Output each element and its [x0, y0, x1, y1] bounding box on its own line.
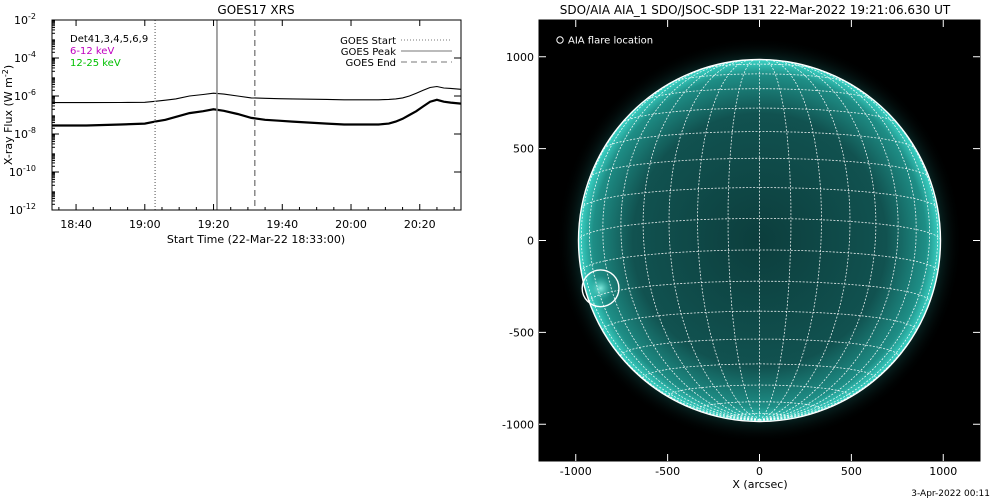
goes-series-0-line — [52, 85, 461, 104]
aia-grid-longitude-line — [759, 61, 899, 421]
goes-x-tick-label-3: 19:40 — [266, 218, 298, 231]
goes-x-axis-label: Start Time (22-Mar-22 18:33:00) — [167, 233, 345, 246]
aia-grid-latitude-line — [671, 73, 848, 83]
goes-x-tick-label-2: 19:20 — [198, 218, 230, 231]
goes-legend-end: GOES End — [346, 58, 396, 69]
goes-title: GOES17 XRS — [217, 3, 294, 17]
goes-legend-start: GOES Start — [340, 36, 396, 47]
footer-timestamp: 3-Apr-2022 00:11 — [911, 489, 990, 499]
aia-grid-longitude-line — [620, 61, 760, 421]
goes-y-tick-label-4: 10-4 — [14, 50, 36, 65]
aia-y-tick-label-3: 500 — [513, 143, 534, 156]
aia-y-tick-label-0: -1000 — [502, 418, 534, 431]
aia-panel: SDO/AIA AIA_1 SDO/JSOC-SDP 131 22-Mar-20… — [502, 3, 981, 491]
aia-legend-label: AIA flare location — [568, 36, 653, 47]
goes-y-tick-exp-3: -6 — [28, 88, 36, 97]
goes-y-tick-base-1: 10 — [9, 166, 23, 179]
aia-x-tick-label-2: 0 — [756, 465, 763, 478]
aia-y-axis: -1000 -500 0 500 1000 — [502, 51, 980, 431]
goes-x-tick-label-4: 20:00 — [335, 218, 367, 231]
goes-event-lines — [154, 20, 256, 210]
aia-grid-longitude-line — [697, 59, 760, 421]
goes-series-layer — [52, 85, 461, 127]
goes-y-tick-base-5: 10 — [14, 14, 28, 27]
aia-grid-longitude-line — [759, 59, 851, 421]
aia-grid-latitude-line — [589, 157, 930, 178]
aia-legend-circle-icon — [556, 36, 564, 44]
goes-y-axis-label-main: X-ray Flux (W m — [2, 77, 15, 165]
aia-x-tick-label-4: 1000 — [929, 465, 957, 478]
goes-y-tick-base-3: 10 — [14, 90, 28, 103]
aia-grid-longitude-line — [668, 59, 760, 421]
aia-grid-longitude-line — [759, 59, 792, 421]
aia-image-layer — [556, 37, 963, 444]
aia-grid-longitude-line — [759, 59, 822, 421]
aia-y-tick-label-4: 1000 — [506, 51, 534, 64]
goes-y-tick-base-4: 10 — [14, 52, 28, 65]
aia-grid-longitude-line — [727, 59, 760, 421]
goes-legend-peak: GOES Peak — [341, 47, 396, 58]
goes-y-tick-exp-5: -2 — [28, 12, 36, 21]
aia-grid-longitude-line — [759, 92, 939, 421]
aia-x-tick-label-0: -1000 — [560, 465, 592, 478]
goes-y-tick-label-5: 10-2 — [14, 12, 36, 27]
aia-grid-latitude-line — [621, 107, 898, 124]
goes-y-tick-label-1: 10-10 — [9, 164, 36, 179]
aia-active-region-glow — [587, 275, 614, 301]
aia-x-axis-label: X (arcsec) — [732, 478, 787, 491]
aia-grid-longitude-line — [759, 63, 917, 421]
aia-legend: AIA flare location — [556, 36, 653, 47]
goes-event-legend: GOES Start GOES Peak GOES End — [340, 36, 452, 69]
goes-detector-label: Det41,3,4,5,6,9 — [70, 34, 148, 45]
aia-grid-latitude-line — [642, 363, 877, 379]
aia-solar-limb — [577, 58, 942, 423]
goes-x-tick-label-1: 19:00 — [129, 218, 161, 231]
goes-y-tick-label-3: 10-6 — [14, 88, 36, 103]
goes-legend-series-1: 12-25 keV — [70, 58, 121, 69]
aia-flare-location-marker — [581, 269, 620, 308]
aia-x-axis: -1000 -500 0 500 1000 — [560, 20, 957, 478]
aia-grid-longitude-line — [759, 60, 877, 421]
goes-y-tick-exp-1: -10 — [23, 164, 36, 173]
goes-y-tick-exp-0: -12 — [23, 202, 36, 211]
goes-y-axis-label-sup: -2 — [1, 69, 10, 77]
goes-y-axis-label-close: ) — [2, 65, 15, 69]
aia-grid-latitude-line — [644, 88, 875, 101]
aia-grid-longitude-line — [580, 92, 760, 421]
goes-plot-frame — [51, 19, 462, 211]
goes-x-tick-label-0: 18:40 — [60, 218, 92, 231]
goes-series-1-line — [52, 98, 461, 127]
goes-y-tick-label-0: 10-12 — [9, 202, 36, 217]
aia-y-tick-label-1: -500 — [509, 326, 534, 339]
goes-x-axis: 18:40 19:00 19:20 19:40 20:00 20:20 — [58, 20, 455, 231]
aia-grid-longitude-line — [642, 60, 760, 421]
aia-y-tick-label-2: 0 — [527, 235, 534, 248]
aia-x-tick-label-1: -500 — [655, 465, 680, 478]
goes-y-axis-label: X-ray Flux (W m-2) — [1, 65, 15, 165]
aia-grid-latitude-line — [727, 413, 792, 418]
goes-y-tick-label-2: 10-8 — [14, 126, 36, 141]
goes-x-tick-label-5: 20:20 — [404, 218, 436, 231]
aia-grid-longitude-line — [602, 63, 760, 421]
goes-y-tick-base-0: 10 — [9, 204, 23, 217]
aia-grid-latitude-line — [581, 187, 938, 209]
goes-panel: GOES17 XRS 18:40 19:00 19:20 19:40 20:00 20:2… — [1, 3, 462, 246]
goes-y-tick-base-2: 10 — [14, 128, 28, 141]
goes-y-tick-exp-2: -8 — [28, 126, 36, 135]
aia-title: SDO/AIA AIA_1 SDO/JSOC-SDP 131 22-Mar-20… — [560, 3, 951, 17]
goes-y-tick-exp-4: -4 — [28, 50, 36, 59]
goes-legend-series-0: 6-12 keV — [70, 46, 114, 57]
aia-x-tick-label-3: 500 — [841, 465, 862, 478]
